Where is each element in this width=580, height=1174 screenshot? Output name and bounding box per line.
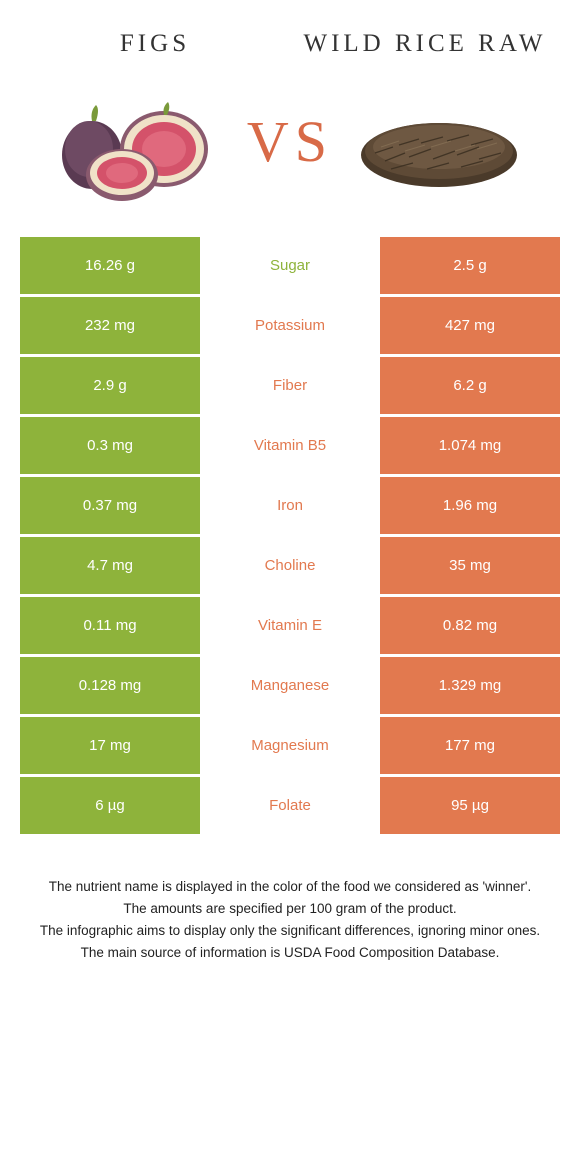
right-value: 1.329 mg <box>380 657 560 714</box>
left-value: 16.26 g <box>20 237 200 294</box>
left-value: 0.11 mg <box>20 597 200 654</box>
wild-rice-image <box>351 77 526 207</box>
left-value: 17 mg <box>20 717 200 774</box>
table-row: 4.7 mgCholine35 mg <box>20 537 560 594</box>
left-value: 0.37 mg <box>20 477 200 534</box>
nutrient-name: Choline <box>200 537 380 594</box>
table-row: 6 µgFolate95 µg <box>20 777 560 834</box>
table-row: 232 mgPotassium427 mg <box>20 297 560 354</box>
table-row: 16.26 gSugar2.5 g <box>20 237 560 294</box>
nutrient-name: Potassium <box>200 297 380 354</box>
right-value: 95 µg <box>380 777 560 834</box>
header: FIGS WILD RICE RAW <box>0 0 580 71</box>
footer-notes: The nutrient name is displayed in the co… <box>0 837 580 964</box>
right-value: 2.5 g <box>380 237 560 294</box>
nutrient-name: Vitamin E <box>200 597 380 654</box>
table-row: 17 mgMagnesium177 mg <box>20 717 560 774</box>
figs-image <box>54 77 229 207</box>
right-value: 1.96 mg <box>380 477 560 534</box>
nutrient-name: Magnesium <box>200 717 380 774</box>
table-row: 0.37 mgIron1.96 mg <box>20 477 560 534</box>
table-row: 0.11 mgVitamin E0.82 mg <box>20 597 560 654</box>
right-food-title: WILD RICE RAW <box>295 28 554 61</box>
table-row: 0.3 mgVitamin B51.074 mg <box>20 417 560 474</box>
footer-line: The infographic aims to display only the… <box>30 921 550 941</box>
nutrient-name: Folate <box>200 777 380 834</box>
right-value: 35 mg <box>380 537 560 594</box>
footer-line: The amounts are specified per 100 gram o… <box>30 899 550 919</box>
right-value: 6.2 g <box>380 357 560 414</box>
nutrient-name: Sugar <box>200 237 380 294</box>
nutrient-name: Manganese <box>200 657 380 714</box>
nutrient-name: Iron <box>200 477 380 534</box>
vs-label: VS <box>247 108 333 175</box>
nutrient-name: Vitamin B5 <box>200 417 380 474</box>
left-value: 6 µg <box>20 777 200 834</box>
left-value: 0.3 mg <box>20 417 200 474</box>
footer-line: The nutrient name is displayed in the co… <box>30 877 550 897</box>
left-food-title: FIGS <box>25 28 284 61</box>
nutrient-name: Fiber <box>200 357 380 414</box>
right-value: 427 mg <box>380 297 560 354</box>
right-value: 1.074 mg <box>380 417 560 474</box>
left-value: 0.128 mg <box>20 657 200 714</box>
table-row: 2.9 gFiber6.2 g <box>20 357 560 414</box>
vs-row: VS <box>0 71 580 237</box>
left-value: 2.9 g <box>20 357 200 414</box>
right-value: 177 mg <box>380 717 560 774</box>
footer-line: The main source of information is USDA F… <box>30 943 550 963</box>
table-row: 0.128 mgManganese1.329 mg <box>20 657 560 714</box>
left-value: 232 mg <box>20 297 200 354</box>
left-value: 4.7 mg <box>20 537 200 594</box>
right-value: 0.82 mg <box>380 597 560 654</box>
nutrient-table: 16.26 gSugar2.5 g232 mgPotassium427 mg2.… <box>20 237 560 834</box>
